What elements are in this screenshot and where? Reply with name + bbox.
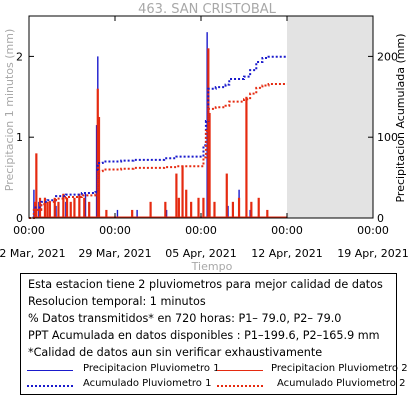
x-tick-date-4: 19 Apr, 2021 (337, 247, 408, 260)
no-data-region (287, 16, 373, 218)
x-tick-time-1: 00:00 (99, 224, 131, 237)
bar-p2-24 (185, 189, 188, 218)
bar-p1-6 (84, 193, 87, 218)
x-tick-time-0: 00:00 (13, 224, 45, 237)
accumulated-line-p1 (29, 55, 287, 219)
bar-p2-19 (149, 201, 152, 218)
bar-p2-21 (175, 173, 178, 218)
bar-p2-13 (83, 197, 86, 218)
x-tick-time-4: 00:00 (357, 224, 389, 237)
info-line-transmitted: % Datos transmitidos* en 720 horas: P1– … (28, 312, 342, 325)
bar-p2-35 (250, 201, 253, 218)
bar-p2-28 (207, 48, 210, 218)
bar-p2-5 (48, 201, 51, 218)
bar-p2-8 (62, 193, 65, 218)
info-box: Esta estacion tiene 2 pluviometros para … (20, 273, 408, 395)
bar-p2-11 (73, 197, 76, 218)
bar-p2-25 (190, 201, 193, 218)
x-tick-date-0: 22 Mar, 2021 (0, 247, 66, 260)
y-left-tick-label-2: 2 (16, 50, 23, 63)
legend-swatch-p2-acc (217, 385, 263, 387)
bar-p2-17 (105, 209, 108, 218)
legend-label-p1-acc: Acumulado Pluviometro 1 (83, 378, 212, 389)
bar-p1-11 (165, 209, 168, 218)
info-line-resolution: Resolucion temporal: 1 minutos (28, 295, 206, 308)
bar-p1-7 (95, 125, 98, 218)
bar-p1-4 (65, 201, 67, 218)
bar-p2-14 (88, 201, 91, 218)
bar-p2-12 (78, 193, 81, 218)
bar-p1-0 (33, 189, 35, 218)
bar-p2-9 (65, 197, 69, 218)
precipitation-chart: 463. SAN CRISTOBAL 0 1 2 0 100 200 00:00 22 Mar… (0, 2, 408, 272)
legend-label-p2-acc: Acumulado Pluviometro 2 (277, 378, 406, 389)
y-right-tick-label-1: 100 (377, 131, 398, 144)
x-axis-title: Tiempo (191, 260, 233, 272)
info-line-accumulated: PPT Acumulada en datos disponibles : P1–… (28, 329, 380, 342)
y-left-tick-label-1: 1 (16, 131, 23, 144)
bar-p2-20 (164, 201, 167, 218)
plot-area: 0 1 2 0 100 200 00:00 22 Mar, 2021 00:00 29 Mar, … (0, 15, 408, 260)
info-line-stations: Esta estacion tiene 2 pluviometros para … (28, 278, 383, 291)
bar-p2-36 (257, 197, 260, 218)
bar-p2-23 (181, 165, 184, 218)
bar-p2-7 (57, 201, 60, 218)
y-left-tick-label-0: 0 (16, 212, 23, 225)
x-tick-time-3: 00:00 (271, 224, 303, 237)
bar-p2-0 (34, 201, 37, 218)
bar-p2-31 (225, 173, 228, 218)
x-tick-date-3: 12 Apr, 2021 (251, 247, 323, 260)
info-line-quality: *Calidad de datos aun sin verificar exha… (28, 346, 323, 359)
bar-p1-16 (249, 209, 251, 218)
bar-p2-37 (266, 209, 269, 218)
x-tick-time-2: 00:00 (185, 224, 217, 237)
y-right-tick-label-2: 200 (377, 50, 398, 63)
bar-p1-12 (206, 32, 208, 218)
bar-p1-10 (136, 209, 138, 218)
legend-swatch-p1-acc (27, 385, 73, 387)
bar-p1-9 (116, 209, 119, 218)
legend-label-p1-rate: Precipitacion Pluviometro 1 (83, 363, 220, 374)
bar-p2-6 (53, 197, 56, 218)
bar-p1-3 (55, 205, 57, 218)
bar-p2-15 (96, 88, 99, 218)
legend-swatch-p2-rate (217, 370, 263, 371)
bar-p2-33 (237, 197, 241, 218)
bar-p2-27 (202, 197, 205, 218)
bar-p2-22 (177, 197, 180, 218)
y-axis-left-title: Precipitacion 1 minutos (mm) (3, 29, 16, 191)
bar-p2-4 (46, 201, 49, 218)
bar-p2-10 (69, 201, 72, 218)
bar-p2-34 (245, 96, 248, 218)
y-right-tick-label-0: 0 (377, 212, 384, 225)
chart-title: 463. SAN CRISTOBAL (138, 2, 277, 17)
legend-label-p2-rate: Precipitacion Pluviometro 2 (271, 363, 408, 374)
x-tick-date-1: 29 Mar, 2021 (78, 247, 151, 260)
bar-p1-14 (227, 205, 229, 218)
x-tick-date-2: 05 Apr, 2021 (165, 247, 237, 260)
bar-p2-3 (43, 197, 47, 218)
accumulated-line-p2 (29, 82, 287, 219)
bar-p2-32 (231, 201, 235, 218)
legend-swatch-p1-rate (27, 370, 73, 371)
bar-p2-1 (35, 153, 38, 218)
bar-p2-18 (131, 209, 134, 218)
bar-p2-29 (208, 112, 211, 218)
bar-p2-16 (97, 117, 101, 218)
bar-p2-26 (197, 197, 200, 218)
y-axis-right-title: Precipitacion Acumulada (mm) (394, 33, 407, 202)
bar-p2-30 (213, 201, 216, 218)
